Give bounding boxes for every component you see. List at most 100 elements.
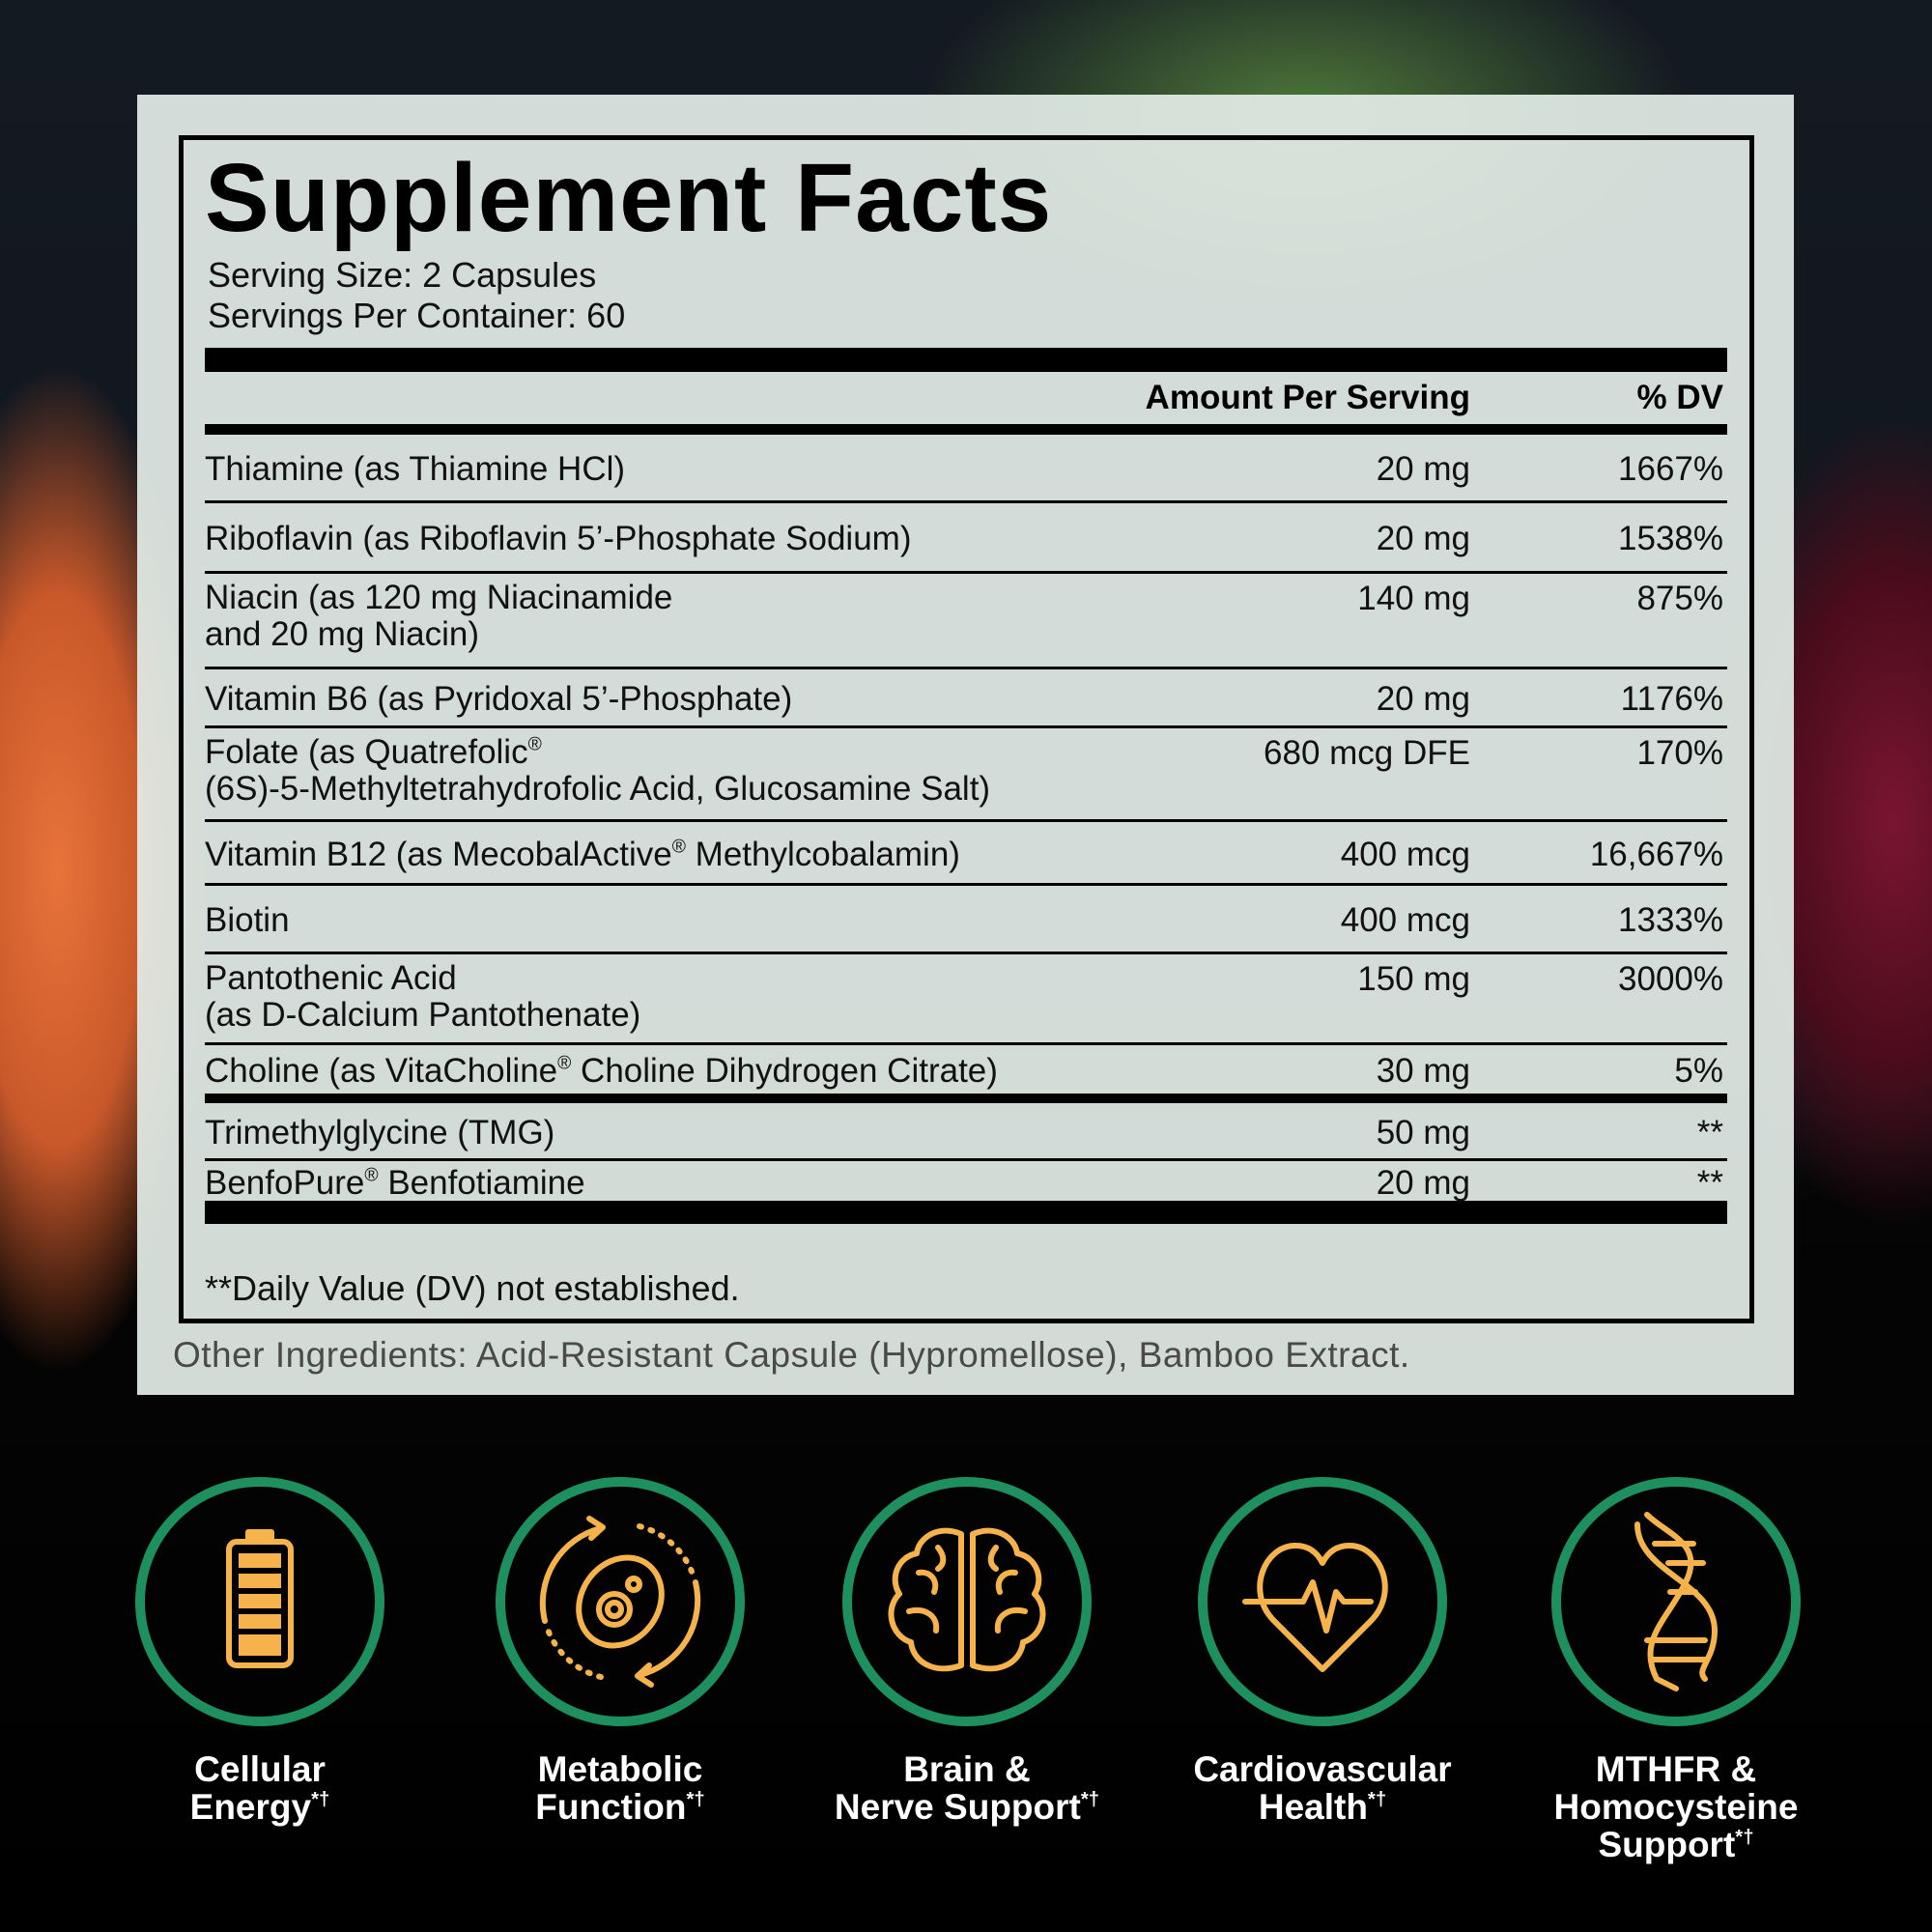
title: Supplement Facts	[205, 144, 1053, 252]
label-line: Energy*†	[86, 1788, 434, 1826]
daily-value: **	[1696, 1113, 1723, 1151]
benefit-label: Brain & Nerve Support*†	[793, 1750, 1141, 1826]
label-text: Brain &	[903, 1749, 1031, 1789]
name-line: BenfoPure® Benfotiamine	[205, 1163, 585, 1202]
column-header: Amount Per Serving % DV	[205, 372, 1727, 424]
column-dv: % DV	[1636, 379, 1723, 416]
label-text: Homocysteine	[1553, 1787, 1799, 1827]
nutrient-row: Niacin (as 120 mg Niacinamide and 20 mg N…	[205, 574, 1727, 669]
nutrient-row: Choline (as VitaCholine® Choline Dihydro…	[205, 1045, 1727, 1103]
nutrient-name: Biotin	[205, 902, 1065, 939]
daily-value: 1538%	[1618, 520, 1723, 557]
rule	[205, 424, 1727, 435]
daily-value: 1333%	[1618, 901, 1723, 939]
footnote: **Daily Value (DV) not established.	[205, 1268, 740, 1308]
daily-value: 875%	[1636, 580, 1723, 617]
nutrient-name: Folate (as Quatrefolic® (6S)-5-Methyltetr…	[205, 734, 1065, 808]
nutrient-row: Folate (as Quatrefolic® (6S)-5-Methyltetr…	[205, 728, 1727, 822]
battery-icon	[226, 1529, 294, 1668]
nutrient-name: Choline (as VitaCholine® Choline Dihydro…	[205, 1053, 1065, 1090]
label-line: Function*†	[446, 1788, 794, 1826]
thick-rule	[205, 348, 1727, 372]
name-line: Biotin	[205, 901, 290, 939]
amount: 140 mg	[1357, 580, 1470, 617]
label-mark: *†	[1080, 1788, 1100, 1810]
label-text: MTHFR &	[1595, 1749, 1757, 1789]
label-mark: *†	[1367, 1788, 1387, 1810]
daily-value: 170%	[1636, 734, 1723, 772]
daily-value: 1176%	[1620, 680, 1723, 718]
label-text: Energy	[189, 1787, 312, 1827]
benefit-label: MTHFR & Homocysteine Support*†	[1502, 1750, 1850, 1863]
nutrient-name: Niacin (as 120 mg Niacinamide and 20 mg N…	[205, 580, 1065, 653]
label-mark: *†	[1735, 1826, 1754, 1848]
daily-value: 5%	[1674, 1052, 1723, 1090]
nutrient-name: Riboflavin (as Riboflavin 5’-Phosphate S…	[205, 521, 1065, 557]
name-line: and 20 mg Niacin)	[205, 615, 480, 653]
label-line: Health*†	[1149, 1788, 1496, 1826]
facts-panel	[137, 95, 1794, 1395]
amount: 680 mcg DFE	[1264, 734, 1470, 772]
amount: 400 mcg	[1340, 835, 1470, 873]
nutrient-row: Pantothenic Acid (as D-Calcium Pantothena…	[205, 954, 1727, 1045]
amount: 400 mcg	[1340, 901, 1470, 939]
daily-value: 3000%	[1618, 960, 1723, 998]
nutrient-rows: Thiamine (as Thiamine HCl) 20 mg 1667% Ribo…	[205, 435, 1727, 1224]
nutrient-name: Vitamin B12 (as MecobalActive® Methylcob…	[205, 835, 1065, 873]
label-text: Metabolic	[537, 1749, 703, 1789]
label-mark: *†	[686, 1788, 705, 1810]
other-ingredients: Other Ingredients: Acid-Resistant Capsul…	[173, 1335, 1410, 1375]
amount: 150 mg	[1357, 960, 1470, 998]
label-line: Cellular	[86, 1750, 434, 1788]
amount: 20 mg	[1376, 1163, 1470, 1202]
daily-value: **	[1696, 1163, 1723, 1202]
metabolism-icon	[539, 1516, 701, 1688]
amount: 30 mg	[1376, 1052, 1470, 1090]
name-line: Riboflavin (as Riboflavin 5’-Phosphate S…	[205, 520, 912, 557]
facts-box	[179, 135, 1754, 1323]
label-line: Nerve Support*†	[793, 1788, 1141, 1826]
amount: 20 mg	[1376, 520, 1470, 557]
label-line: Homocysteine	[1502, 1788, 1850, 1826]
daily-value: 1667%	[1618, 450, 1723, 488]
label-line: Cardiovascular	[1149, 1750, 1496, 1788]
serving-size: Serving Size: 2 Capsules	[208, 255, 597, 295]
label-text: Health	[1258, 1787, 1368, 1827]
nutrient-row: Riboflavin (as Riboflavin 5’-Phosphate S…	[205, 503, 1727, 574]
benefit-label: Cellular Energy*†	[86, 1750, 434, 1826]
dna-icon	[1634, 1512, 1718, 1691]
label-text: Cellular	[194, 1749, 326, 1789]
nutrient-name: Pantothenic Acid (as D-Calcium Pantothena…	[205, 960, 1065, 1034]
nutrient-name: Trimethylglycine (TMG)	[205, 1113, 1065, 1151]
column-amount: Amount Per Serving	[1145, 379, 1470, 416]
nutrient-row: Vitamin B6 (as Pyridoxal 5’-Phosphate) 20…	[205, 669, 1727, 728]
name-line: Pantothenic Acid	[205, 959, 457, 997]
label-text: Nerve Support	[834, 1787, 1081, 1827]
nutrient-row: Thiamine (as Thiamine HCl) 20 mg 1667%	[205, 435, 1727, 503]
label-mark: *†	[311, 1788, 330, 1810]
label-line: MTHFR &	[1502, 1750, 1850, 1788]
nutrient-row: BenfoPure® Benfotiamine 20 mg **	[205, 1161, 1727, 1224]
label-text: Cardiovascular	[1193, 1749, 1452, 1789]
name-line: Trimethylglycine (TMG)	[205, 1113, 555, 1151]
name-line: Niacin (as 120 mg Niacinamide	[205, 579, 673, 616]
benefit-labels: Cellular Energy*† Metabolic Function*† Brain…	[0, 1750, 1932, 1932]
amount: 20 mg	[1376, 680, 1470, 718]
daily-value: 16,667%	[1589, 835, 1723, 873]
label-text: Support	[1598, 1825, 1736, 1864]
heart-icon	[1242, 1543, 1388, 1672]
label-line: Support*†	[1502, 1826, 1850, 1863]
label-line: Metabolic	[446, 1750, 794, 1788]
name-line: Folate (as Quatrefolic®	[205, 733, 542, 771]
name-line: Vitamin B12 (as MecobalActive® Methylcob…	[205, 835, 960, 873]
nutrient-name: Thiamine (as Thiamine HCl)	[205, 451, 1065, 488]
nutrient-row: Trimethylglycine (TMG) 50 mg **	[205, 1103, 1727, 1161]
benefit-icons	[135, 1477, 1801, 1726]
benefit-label: Metabolic Function*†	[446, 1750, 794, 1826]
amount: 50 mg	[1376, 1113, 1470, 1151]
nutrient-name: Vitamin B6 (as Pyridoxal 5’-Phosphate)	[205, 681, 1065, 718]
name-line: (6S)-5-Methyltetrahydrofolic Acid, Gluco…	[205, 770, 991, 808]
label-text: Function	[535, 1787, 687, 1827]
amount: 20 mg	[1376, 450, 1470, 488]
